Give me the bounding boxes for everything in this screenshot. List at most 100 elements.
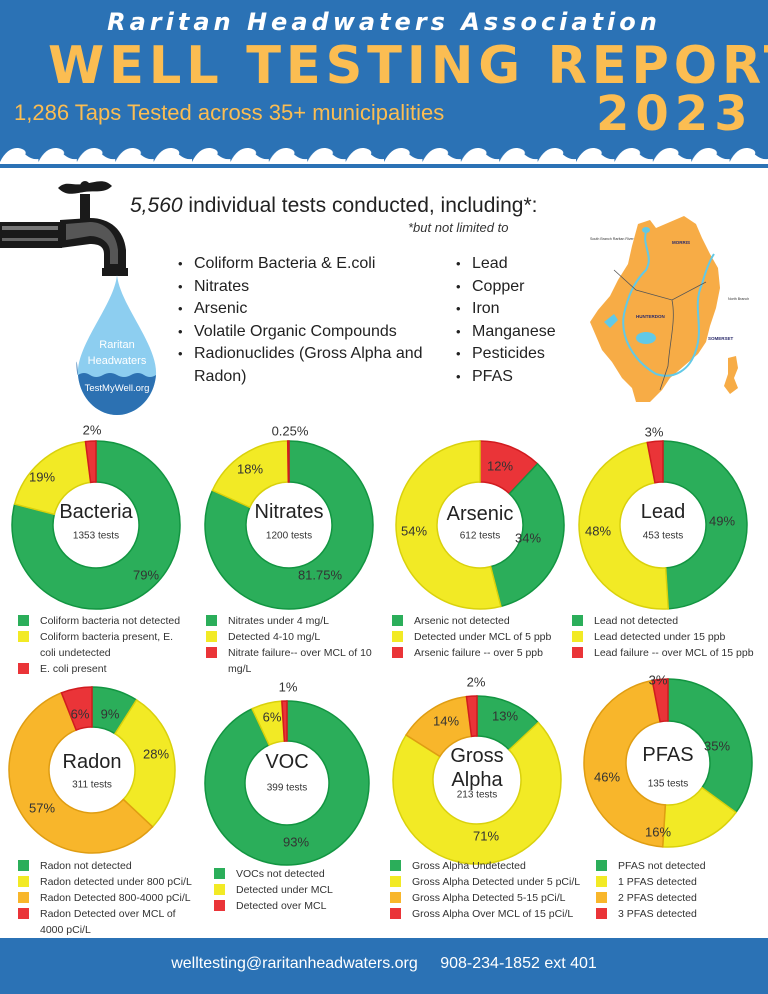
taps-tested-subtitle: 1,286 Taps Tested across 35+ municipalit… — [14, 100, 445, 125]
legend-item: Nitrate failure-- over MCL of 10 mg/L — [206, 645, 386, 677]
legend-swatch-red — [392, 647, 403, 658]
report-year: 2023 — [596, 86, 754, 142]
legend-swatch-orange — [18, 892, 29, 903]
gross-alpha-legend: Gross Alpha Undetected Gross Alpha Detect… — [390, 858, 590, 922]
legend-swatch-red — [572, 647, 583, 658]
map-label-morris: MORRIS — [672, 240, 690, 245]
legend-label: Lead failure -- over MCL of 15 ppb — [594, 647, 754, 659]
nitrates-test-count: 1200 tests — [265, 530, 313, 542]
legend-label: 2 PFAS detected — [618, 892, 697, 904]
pfas-pct-label: 35% — [703, 738, 731, 754]
arsenic-pct-label: 54% — [400, 523, 428, 539]
legend-label: E. coli present — [40, 663, 107, 675]
list-item: Radionuclides (Gross Alpha and Radon) — [176, 343, 436, 388]
list-item: Nitrates — [176, 276, 436, 299]
contact-email-link[interactable]: welltesting@raritanheadwaters.org — [171, 955, 418, 972]
legend-swatch-red — [214, 900, 225, 911]
legend-label: VOCs not detected — [236, 868, 325, 880]
list-item: Coliform Bacteria & E.coli — [176, 253, 436, 276]
pfas-pct-label: 46% — [593, 769, 621, 785]
legend-swatch-red — [390, 908, 401, 919]
arsenic-chart-title: Arsenic — [446, 503, 514, 525]
list-item: Volatile Organic Compounds — [176, 321, 436, 344]
list-item: Lead — [454, 253, 594, 276]
gross-alpha-chart-title: Gross Alpha — [450, 745, 504, 791]
radon-pct-label: 6% — [70, 706, 90, 722]
bacteria-pct-label: 2% — [82, 422, 102, 438]
contact-phone[interactable]: 908-234-1852 ext 401 — [440, 955, 597, 972]
pfas-test-count: 135 tests — [647, 778, 689, 790]
legend-item: Radon not detected — [18, 858, 198, 874]
legend-label: Gross Alpha Over MCL of 15 pCi/L — [412, 908, 574, 920]
legend-label: Detected 4-10 mg/L — [228, 631, 321, 643]
lead-chart-title: Lead — [640, 501, 686, 523]
legend-label: Radon Detected 800-4000 pCi/L — [40, 892, 191, 904]
voc-test-count: 399 tests — [266, 782, 308, 794]
footnote: *but not limited to — [408, 220, 509, 235]
voc-pct-label: 6% — [262, 709, 282, 725]
legend-label: Nitrates under 4 mg/L — [228, 615, 329, 627]
legend-item: Lead detected under 15 ppb — [572, 629, 762, 645]
legend-item: Radon detected under 800 pCi/L — [18, 874, 198, 890]
list-item: Copper — [454, 276, 594, 299]
legend-item: Gross Alpha Detected 5-15 pCi/L — [390, 890, 590, 906]
tests-count: 5,560 — [130, 194, 183, 217]
radon-pct-label: 57% — [28, 800, 56, 816]
legend-item: Detected under MCL — [214, 882, 384, 898]
nitrates-segment-red — [286, 440, 290, 483]
map-label-somerset: SOMERSET — [708, 336, 734, 341]
drop-url: TestMyWell.org — [85, 383, 150, 394]
list-item: Manganese — [454, 321, 594, 344]
legend-swatch-yellow — [18, 876, 29, 887]
legend-label: 1 PFAS detected — [618, 876, 697, 888]
legend-item: Gross Alpha Undetected — [390, 858, 590, 874]
gross-alpha-pct-label: 13% — [491, 708, 519, 724]
tests-conducted-heading: 5,560 individual tests conducted, includ… — [130, 194, 537, 218]
faucet-icon — [0, 181, 128, 276]
list-item: Iron — [454, 298, 594, 321]
legend-swatch-green — [18, 615, 29, 626]
legend-label: Radon Detected over MCL of 4000 pCi/L — [40, 908, 176, 936]
bacteria-pct-label: 19% — [28, 469, 56, 485]
list-item: Pesticides — [454, 343, 594, 366]
lead-segment-red — [646, 440, 664, 484]
legend-label: Gross Alpha Detected 5-15 pCi/L — [412, 892, 566, 904]
legend-swatch-green — [572, 615, 583, 626]
legend-swatch-yellow — [596, 876, 607, 887]
drop-line1: Raritan — [99, 339, 134, 351]
bacteria-segment-green — [11, 440, 181, 610]
pfas-pct-label: 3% — [648, 672, 668, 688]
legend-label: Lead not detected — [594, 615, 679, 627]
legend-item: Coliform bacteria present, E. coli undet… — [18, 629, 188, 661]
map-label-hunterdon: HUNTERDON — [636, 314, 665, 319]
legend-swatch-green — [214, 868, 225, 879]
legend-label: Arsenic failure -- over 5 ppb — [414, 647, 543, 659]
legend-item: 2 PFAS detected — [596, 890, 768, 906]
legend-label: Nitrate failure-- over MCL of 10 mg/L — [228, 647, 372, 675]
lead-legend: Lead not detected Lead detected under 15 … — [572, 613, 762, 661]
arsenic-pct-label: 12% — [486, 458, 514, 474]
legend-item: E. coli present — [18, 661, 188, 677]
bacteria-test-count: 1353 tests — [72, 530, 120, 542]
map-label-north-branch: North Branch — [728, 297, 749, 301]
voc-segment-red — [281, 700, 288, 742]
voc-legend: VOCs not detected Detected under MCL Detec… — [214, 866, 384, 914]
nitrates-pct-label: 0.25% — [271, 423, 309, 439]
tests-list-left: Coliform Bacteria & E.coli Nitrates Arse… — [176, 253, 436, 388]
legend-swatch-red — [596, 908, 607, 919]
gross-alpha-pct-label: 14% — [432, 713, 460, 729]
pfas-segment-yellow — [661, 786, 738, 848]
map-label-south-branch: South Branch Raritan River — [590, 237, 635, 241]
legend-item: Nitrates under 4 mg/L — [206, 613, 386, 629]
legend-label: Radon not detected — [40, 860, 132, 872]
legend-swatch-red — [18, 663, 29, 674]
legend-item: VOCs not detected — [214, 866, 384, 882]
nitrates-pct-label: 18% — [236, 461, 264, 477]
legend-swatch-yellow — [572, 631, 583, 642]
radon-test-count: 311 tests — [72, 779, 112, 791]
gross-alpha-segment-red — [465, 695, 478, 738]
report-title: WELL TESTING REPORT — [48, 36, 768, 96]
arsenic-test-count: 612 tests — [459, 530, 501, 542]
legend-label: Detected under MCL of 5 ppb — [414, 631, 552, 643]
legend-swatch-green — [596, 860, 607, 871]
